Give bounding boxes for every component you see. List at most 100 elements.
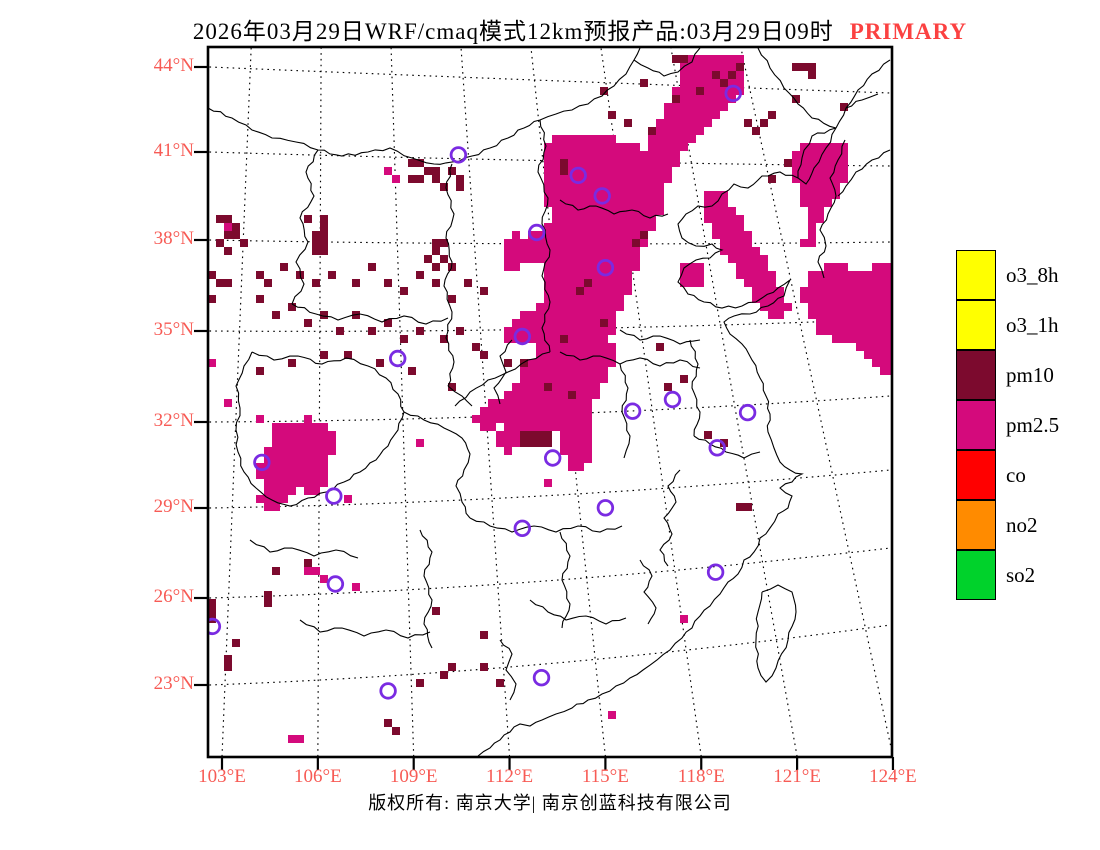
lat-tick-label: 38°N <box>153 228 194 249</box>
pollutant-cell <box>568 415 576 423</box>
pollutant-cell <box>576 351 584 359</box>
pollutant-cell <box>584 271 592 279</box>
pollutant-cell <box>560 287 568 295</box>
boundary-line <box>689 339 701 437</box>
pollutant-cell <box>832 183 840 191</box>
pollutant-cell <box>552 239 560 247</box>
pollutant-cell <box>880 311 888 319</box>
pollutant-cell <box>240 239 248 247</box>
pollutant-cell <box>640 191 648 199</box>
pollutant-cell <box>616 151 624 159</box>
legend-label: so2 <box>1006 563 1036 587</box>
pollutant-cell <box>744 255 752 263</box>
station-marker <box>569 166 587 185</box>
pollutant-cell <box>376 359 384 367</box>
pollutant-cell <box>840 287 848 295</box>
pollutant-cell <box>584 391 592 399</box>
pollutant-cell <box>616 239 624 247</box>
pollutant-cell <box>728 247 736 255</box>
pollutant-cell <box>536 335 544 343</box>
pollutant-cell <box>544 279 552 287</box>
page-title: 2026年03月29日WRF/cmaq模式12km预报产品:03月29日09时 P… <box>60 12 1100 46</box>
pollutant-cell <box>816 191 824 199</box>
meridian-line <box>670 48 798 756</box>
pollutant-cell <box>608 159 616 167</box>
pollutant-cell <box>504 335 512 343</box>
pollutant-cell <box>648 207 656 215</box>
pollutant-cell <box>496 407 504 415</box>
pollutant-cell <box>688 71 696 79</box>
lon-tick-label: 121°E <box>773 766 821 787</box>
pollutant-cell <box>768 295 776 303</box>
pollutant-cell <box>888 335 891 343</box>
station-marker <box>253 453 271 472</box>
pollutant-cell <box>616 175 624 183</box>
pollutant-cell <box>880 351 888 359</box>
pollutant-cell <box>552 375 560 383</box>
pollutant-cell <box>824 311 832 319</box>
pollutant-cell <box>576 431 584 439</box>
pollutant-cell <box>608 135 616 143</box>
pollutant-cell <box>576 375 584 383</box>
pollutant-cell <box>808 167 816 175</box>
pollutant-cell <box>704 431 712 439</box>
pollutant-cell <box>672 103 680 111</box>
pollutant-cell <box>544 159 552 167</box>
pollutant-cell <box>264 471 272 479</box>
pollutant-cell <box>704 55 712 63</box>
pollutant-cell <box>576 367 584 375</box>
pollutant-cell <box>552 207 560 215</box>
parallel-line <box>209 66 891 94</box>
pollutant-cell <box>504 407 512 415</box>
pollutant-cell <box>816 183 824 191</box>
pollutant-cell <box>728 71 736 79</box>
lon-tick-label: 124°E <box>869 766 917 787</box>
pollutant-cell <box>544 343 552 351</box>
pollutant-cell <box>584 327 592 335</box>
pollutant-cell <box>600 159 608 167</box>
pollutant-cell <box>568 335 576 343</box>
pollutant-cell <box>744 239 752 247</box>
pollutant-cell <box>760 295 768 303</box>
pollutant-cell <box>808 63 816 71</box>
pollutant-cell <box>576 223 584 231</box>
station-marker <box>389 349 407 368</box>
pollutant-cell <box>672 111 680 119</box>
pollutant-cell <box>568 303 576 311</box>
pollutant-cell <box>608 215 616 223</box>
pollutant-cell <box>720 63 728 71</box>
pollutant-cell <box>280 439 288 447</box>
legend-label: pm2.5 <box>1006 413 1060 437</box>
pollutant-cell <box>568 327 576 335</box>
pollutant-cell <box>808 295 816 303</box>
pollutant-cell <box>520 391 528 399</box>
pollutant-cell <box>744 271 752 279</box>
pollutant-cell <box>616 191 624 199</box>
pollutant-cell <box>856 327 864 335</box>
pollutant-cell <box>840 143 848 151</box>
pollutant-cell <box>512 319 520 327</box>
pollutant-cell <box>296 463 304 471</box>
pollutant-cell <box>696 95 704 103</box>
pollutant-cell <box>272 455 280 463</box>
meridian-line <box>317 48 322 756</box>
pollutant-cell <box>552 159 560 167</box>
pollutant-cell <box>288 455 296 463</box>
pollutant-cell <box>592 231 600 239</box>
station-marker <box>544 449 562 467</box>
pollutant-cell <box>480 351 488 359</box>
pollutant-cell <box>664 383 672 391</box>
pollutant-cell <box>440 255 448 263</box>
pollutant-cell <box>592 151 600 159</box>
pollutant-cell <box>816 199 824 207</box>
pollutant-cell <box>696 71 704 79</box>
pollutant-cell <box>400 335 408 343</box>
pollutant-cell <box>320 447 328 455</box>
pollutant-cell <box>832 167 840 175</box>
legend-label: pm10 <box>1006 363 1054 387</box>
pollutant-cell <box>576 215 584 223</box>
pollutant-cell <box>544 295 552 303</box>
pollutant-cell <box>624 183 632 191</box>
pollutant-cell <box>800 63 808 71</box>
pollutant-cell <box>840 303 848 311</box>
